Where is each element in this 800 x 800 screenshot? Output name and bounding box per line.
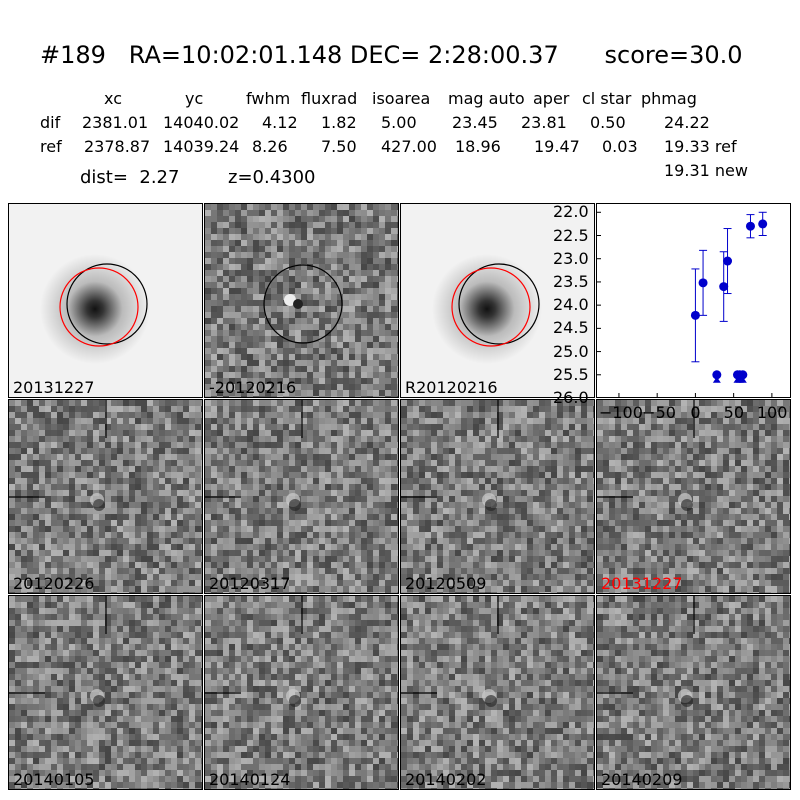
y-tick-label: 25.5: [553, 364, 589, 384]
row-value: 8.26: [252, 137, 288, 156]
panel-label: -20120216: [209, 378, 297, 397]
row-value: 14040.02: [163, 113, 240, 132]
data-point: [690, 268, 700, 363]
panel-label: 20120317: [209, 574, 291, 593]
data-point: [723, 228, 733, 295]
data-point: [712, 370, 722, 383]
panel-image: [401, 596, 594, 789]
y-tick-label: 22.0: [553, 202, 589, 222]
row-value: 5.00: [381, 113, 417, 132]
column-header: aper: [533, 89, 570, 108]
column-header: xc: [104, 89, 122, 108]
row-value: 0.03: [602, 137, 638, 156]
panel-label: 20120509: [405, 574, 487, 593]
panel-label: 20120226: [13, 574, 95, 593]
image-panel: 20120317: [204, 399, 399, 594]
x-tick-label: 0: [690, 403, 701, 422]
y-tick-label: 23.5: [553, 271, 589, 291]
x-tick-label: −50: [642, 403, 676, 422]
row-value: 2378.87: [84, 137, 151, 156]
data-point: [745, 214, 755, 239]
row-label: ref: [40, 137, 62, 156]
row-label: dif: [40, 113, 61, 132]
image-panel: 20131227: [8, 203, 203, 398]
row-value: 14039.24: [163, 137, 240, 156]
panel-image: [9, 596, 202, 789]
panel-label: 20140209: [601, 770, 683, 789]
image-panel: R20120216: [400, 203, 595, 398]
y-tick-label: 24.0: [553, 295, 589, 315]
x-tick-label: 50: [723, 403, 744, 422]
page-title: #189 RA=10:02:01.148 DEC= 2:28:00.37 sco…: [40, 41, 743, 69]
y-tick-label: 23.0: [553, 248, 589, 268]
image-panel: 20140124: [204, 595, 399, 790]
image-panel: 20120509: [400, 399, 595, 594]
data-point: [758, 211, 768, 236]
image-panel: 20140202: [400, 595, 595, 790]
row-value: 4.12: [262, 113, 298, 132]
panel-label: 20140124: [209, 770, 291, 789]
data-point: [698, 249, 708, 316]
panel-label: 20140105: [13, 770, 95, 789]
column-header: mag auto: [448, 89, 525, 108]
x-tick-label: −100: [598, 403, 643, 422]
phmag-new: 19.31 new: [664, 161, 748, 180]
light-curve-plot: [596, 203, 791, 399]
column-header: yc: [185, 89, 204, 108]
image-panel: 20140105: [8, 595, 203, 790]
row-value: 19.47: [534, 137, 580, 156]
panel-image: [205, 596, 398, 789]
row-value: 24.22: [664, 113, 710, 132]
image-panel: -20120216: [204, 203, 399, 398]
row-value: 23.45: [452, 113, 498, 132]
panel-label: 20140202: [405, 770, 487, 789]
row-value: 19.33 ref: [664, 137, 737, 156]
panel-image: [205, 204, 398, 397]
image-panel: 20131227: [596, 399, 791, 594]
panel-image: [205, 400, 398, 593]
column-header: fwhm: [246, 89, 291, 108]
y-tick-label: 26.0: [553, 388, 589, 407]
panel-image: [401, 400, 594, 593]
panel-image: [597, 400, 790, 593]
row-value: 2381.01: [82, 113, 149, 132]
plot-frame: [596, 203, 791, 398]
panel-image: [9, 204, 202, 397]
panel-label: 20131227: [13, 378, 95, 397]
row-value: 0.50: [590, 113, 626, 132]
panel-label: R20120216: [405, 378, 498, 397]
row-value: 18.96: [455, 137, 501, 156]
panel-image: [597, 596, 790, 789]
column-header: isoarea: [372, 89, 431, 108]
image-panel: 20120226: [8, 399, 203, 594]
y-tick-label: 25.0: [553, 341, 589, 361]
column-header: fluxrad: [301, 89, 358, 108]
row-value: 1.82: [321, 113, 357, 132]
light-curve-svg: [596, 203, 791, 399]
column-header: phmag: [641, 89, 697, 108]
dist-value: dist= 2.27: [80, 167, 180, 188]
y-tick-label: 24.5: [553, 318, 589, 338]
column-header: cl star: [582, 89, 632, 108]
redshift-value: z=0.4300: [228, 167, 316, 188]
image-panel: 20140209: [596, 595, 791, 790]
y-tick-label: 22.5: [553, 225, 589, 245]
x-tick-label: 100: [756, 403, 788, 422]
panel-image: [9, 400, 202, 593]
row-value: 427.00: [381, 137, 437, 156]
data-point: [738, 370, 748, 383]
panel-image: [401, 204, 594, 397]
row-value: 7.50: [321, 137, 357, 156]
row-value: 23.81: [521, 113, 567, 132]
panel-label: 20131227: [601, 574, 683, 593]
